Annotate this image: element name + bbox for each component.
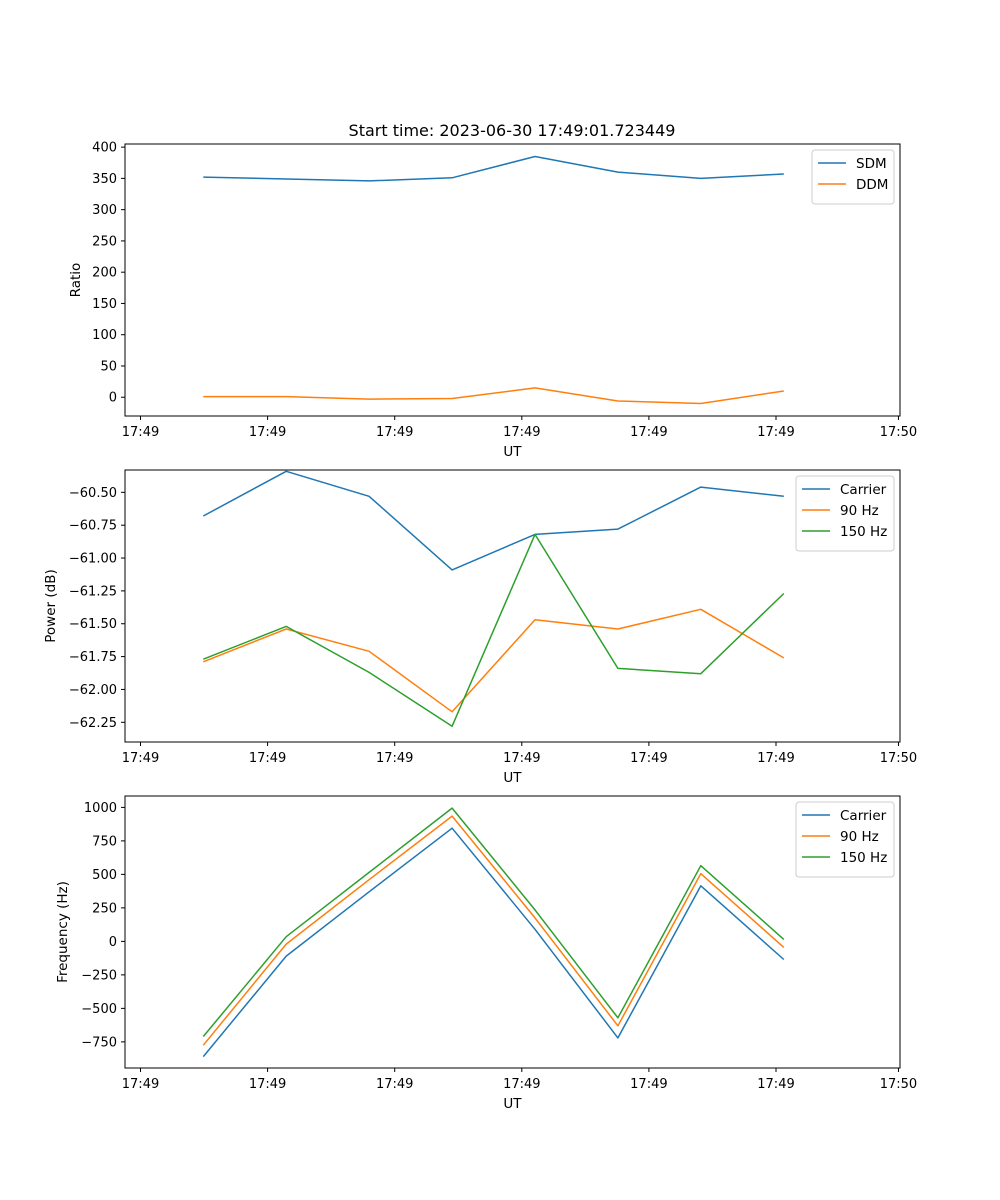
legend: Carrier 90 Hz 150 Hz	[795, 801, 895, 878]
x-tick-label: 17:50	[880, 1077, 917, 1092]
x-tick-label: 17:49	[249, 425, 286, 440]
legend-label: 150 Hz	[840, 524, 887, 540]
x-tick-label: 17:49	[757, 425, 794, 440]
legend-label: Carrier	[840, 482, 887, 498]
y-tick-label: 300	[92, 203, 117, 218]
axes-frame	[124, 469, 901, 743]
y-tick-label: 1000	[84, 801, 117, 816]
x-tick-label: 17:49	[376, 1077, 413, 1092]
y-tick-label: −61.00	[69, 552, 117, 567]
y-tick-label: 750	[92, 834, 117, 849]
y-tick-label: −61.50	[69, 617, 117, 632]
y-tick-label: 150	[92, 297, 117, 312]
x-tick-label: 17:49	[757, 1077, 794, 1092]
y-tick-label: 200	[92, 266, 117, 281]
legend-label: 90 Hz	[840, 503, 879, 519]
y-tick-label: −62.00	[69, 683, 117, 698]
y-tick-label: 350	[92, 172, 117, 187]
series-line-90-hz	[203, 608, 785, 713]
legend-label: SDM	[856, 156, 887, 172]
legend-box	[795, 801, 895, 878]
y-tick-label: −60.75	[69, 519, 117, 534]
chart-panel-3: 17:49 17:49 17:49 17:49 17:49 17:49 17:50 −750 −…	[55, 795, 917, 1112]
y-tick-label: 50	[100, 359, 117, 374]
legend-box	[795, 475, 895, 552]
y-tick-label: −750	[81, 1035, 117, 1050]
series-line-150-hz	[202, 807, 785, 1037]
series-line-carrier	[202, 470, 784, 571]
series-line-90-hz	[202, 815, 785, 1046]
chart-panel-2: 17:49 17:49 17:49 17:49 17:49 17:49 17:50 −62.2…	[43, 469, 917, 786]
x-axis-label: UT	[503, 1096, 522, 1112]
x-tick-label: 17:49	[122, 1077, 159, 1092]
x-tick-label: 17:49	[376, 425, 413, 440]
x-tick-label: 17:49	[630, 1077, 667, 1092]
y-tick-label: 400	[92, 141, 117, 156]
x-tick-label: 17:49	[503, 1077, 540, 1092]
x-tick-label: 17:49	[122, 751, 159, 766]
x-tick-label: 17:49	[249, 1077, 286, 1092]
x-tick-label: 17:49	[503, 425, 540, 440]
x-axis-label: UT	[503, 770, 522, 786]
figure-title: Start time: 2023-06-30 17:49:01.723449	[349, 121, 676, 140]
series-line-150-hz	[203, 533, 785, 727]
legend: Carrier 90 Hz 150 Hz	[795, 475, 895, 552]
x-tick-label: 17:49	[249, 751, 286, 766]
x-tick-label: 17:49	[630, 751, 667, 766]
y-tick-label: 250	[92, 901, 117, 916]
axes-frame	[124, 795, 901, 1069]
y-tick-label: −61.75	[69, 650, 117, 665]
x-tick-label: 17:49	[630, 425, 667, 440]
legend-label: DDM	[856, 177, 888, 193]
x-tick-label: 17:50	[880, 425, 917, 440]
y-tick-label: 0	[109, 935, 117, 950]
y-tick-label: 500	[92, 868, 117, 883]
x-axis-label: UT	[503, 444, 522, 460]
series-line-carrier	[202, 827, 785, 1058]
y-tick-label: −60.50	[69, 486, 117, 501]
legend-label: 90 Hz	[840, 829, 879, 845]
y-tick-label: −62.25	[69, 716, 117, 731]
y-axis-label: Ratio	[68, 263, 84, 298]
y-tick-label: −500	[81, 1002, 117, 1017]
series-line-ddm	[203, 387, 784, 405]
axes-frame	[124, 143, 901, 417]
chart-panel-1: 17:49 17:49 17:49 17:49 17:49 17:49 17:50 0 50 10…	[68, 141, 917, 460]
y-axis-label: Power (dB)	[43, 569, 59, 642]
legend-label: 150 Hz	[840, 850, 887, 866]
y-tick-label: 0	[109, 391, 117, 406]
legend: SDM DDM	[811, 149, 895, 205]
x-tick-label: 17:49	[757, 751, 794, 766]
series-line-sdm	[203, 155, 784, 182]
y-axis-label: Frequency (Hz)	[55, 881, 71, 983]
x-tick-label: 17:49	[122, 425, 159, 440]
y-tick-label: −61.25	[69, 584, 117, 599]
x-tick-label: 17:49	[376, 751, 413, 766]
y-tick-label: 100	[92, 328, 117, 343]
legend-label: Carrier	[840, 808, 887, 824]
y-tick-label: 250	[92, 234, 117, 249]
y-tick-label: −250	[81, 968, 117, 983]
x-tick-label: 17:49	[503, 751, 540, 766]
x-tick-label: 17:50	[880, 751, 917, 766]
